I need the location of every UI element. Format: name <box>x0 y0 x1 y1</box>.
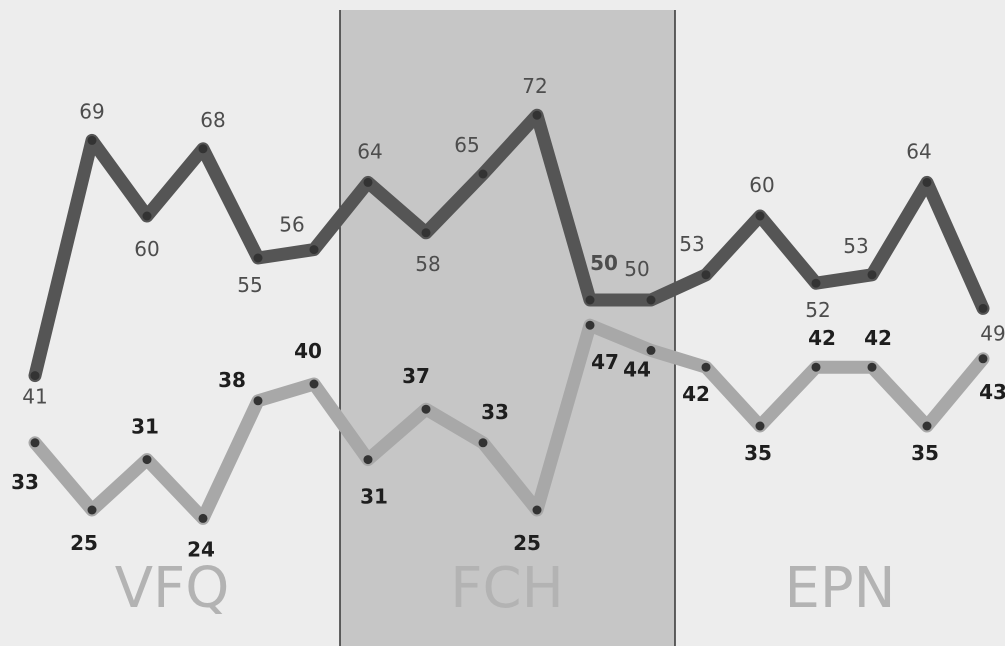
series-1-data-label: 31 <box>360 485 388 509</box>
section-label-vfq: VFQ <box>115 556 230 621</box>
section-label-epn: EPN <box>784 556 895 621</box>
series-0-data-label: 49 <box>980 321 1005 345</box>
series-0-data-label: 50 <box>590 251 618 275</box>
series-0-line <box>28 108 990 383</box>
series-0-point <box>142 211 152 221</box>
series-0-data-label: 58 <box>415 252 440 276</box>
series-1-point <box>198 513 208 523</box>
series-1-data-label: 42 <box>682 382 710 406</box>
series-0-data-label: 65 <box>454 133 479 157</box>
series-0-point <box>532 110 542 120</box>
series-0-data-label: 55 <box>237 273 262 297</box>
series-0-point <box>585 295 595 305</box>
series-0-data-label: 60 <box>749 173 774 197</box>
series-0-data-label: 60 <box>134 237 159 261</box>
series-0-data-label: 53 <box>843 234 868 258</box>
series-1-point <box>532 505 542 515</box>
series-1-line <box>28 318 990 525</box>
section-fch-shading <box>340 10 675 646</box>
series-0-point <box>198 144 208 154</box>
series-0-point <box>978 303 988 313</box>
series-1-data-label: 44 <box>623 357 651 381</box>
series-1-point <box>478 438 488 448</box>
series-0-data-label: 56 <box>279 213 304 237</box>
series-0-point <box>755 211 765 221</box>
series-1-point <box>142 455 152 465</box>
series-1-data-label: 35 <box>744 441 772 465</box>
series-0-point <box>30 371 40 381</box>
series-1-point <box>421 404 431 414</box>
series-0-data-label: 69 <box>79 99 104 123</box>
series-1-data-label: 42 <box>864 326 892 350</box>
series-0-point <box>363 177 373 187</box>
series-0-data-label: 50 <box>624 257 649 281</box>
series-0-point <box>701 270 711 280</box>
series-0-data-label: 52 <box>805 298 830 322</box>
series-1-data-label: 47 <box>591 350 619 374</box>
section-label-fch: FCH <box>450 556 563 621</box>
series-0-point <box>253 253 263 263</box>
series-1-point <box>978 354 988 364</box>
series-1-point <box>253 396 263 406</box>
series-1-data-label: 42 <box>808 326 836 350</box>
series-1-point <box>701 362 711 372</box>
series-1-data-label: 25 <box>70 531 98 555</box>
series-0-point <box>87 135 97 145</box>
series-0-point <box>421 228 431 238</box>
series-1-point <box>867 362 877 372</box>
series-1-point <box>87 505 97 515</box>
series-1-point <box>755 421 765 431</box>
series-0-point <box>309 245 319 255</box>
series-1-data-label: 24 <box>187 537 215 561</box>
series-1-point <box>363 455 373 465</box>
series-0-data-label: 64 <box>906 139 931 163</box>
series-1-data-label: 40 <box>294 339 322 363</box>
series-0-point <box>646 295 656 305</box>
series-0-point <box>811 278 821 288</box>
series-1-point <box>585 320 595 330</box>
series-1-point <box>811 362 821 372</box>
series-0-data-label: 53 <box>679 232 704 256</box>
series-1-point <box>646 345 656 355</box>
series-1-data-label: 33 <box>481 400 509 424</box>
series-1-point <box>309 379 319 389</box>
series-0-point <box>478 169 488 179</box>
series-1-data-label: 38 <box>218 368 246 392</box>
series-1-data-label: 43 <box>979 380 1005 404</box>
series-1-data-label: 35 <box>911 441 939 465</box>
series-0-point <box>867 270 877 280</box>
series-1-data-label: 37 <box>402 364 430 388</box>
series-1-point <box>30 438 40 448</box>
series-0-data-label: 64 <box>357 139 382 163</box>
series-1-data-label: 33 <box>11 470 39 494</box>
series-0-data-label: 68 <box>200 108 225 132</box>
series-layer: 41 69 60 68 55 56 64 58 65 72 50 50 53 60 52 53 64 49 33 25… <box>11 74 1005 561</box>
series-1-data-label: 31 <box>131 415 159 439</box>
series-0-data-label: 72 <box>522 74 547 98</box>
series-0-point <box>922 177 932 187</box>
series-1-point <box>922 421 932 431</box>
series-0-data-label: 41 <box>22 385 47 409</box>
series-1-data-label: 25 <box>513 531 541 555</box>
